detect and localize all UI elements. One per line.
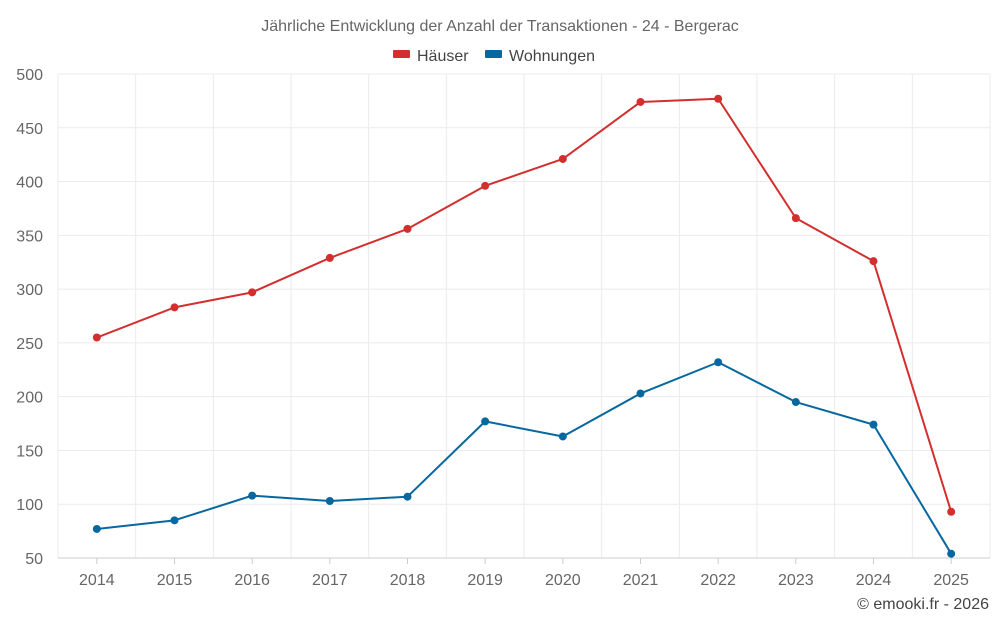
- series-layer: [92, 94, 956, 558]
- data-point[interactable]: [558, 154, 567, 163]
- chart-title: Jährliche Entwicklung der Anzahl der Tra…: [261, 18, 739, 35]
- data-point[interactable]: [869, 257, 878, 266]
- x-tick-label: 2020: [545, 572, 581, 589]
- y-tick-label: 150: [16, 443, 43, 460]
- data-point[interactable]: [714, 94, 723, 103]
- data-point[interactable]: [92, 524, 101, 533]
- series-line: [96, 97, 953, 513]
- data-point[interactable]: [714, 358, 723, 367]
- data-point[interactable]: [403, 224, 412, 233]
- x-tick-label: 2023: [778, 572, 814, 589]
- legend-label-haeuser: Häuser: [417, 48, 469, 65]
- legend-item-wohnungen[interactable]: Wohnungen: [485, 48, 595, 65]
- y-tick-label: 400: [16, 175, 43, 192]
- legend-swatch-wohnungen: [485, 50, 502, 58]
- x-axis: 2014 2015 2016 2017 2018 2019 2020 2021 2022 2023…: [58, 557, 990, 589]
- data-point[interactable]: [248, 491, 257, 500]
- y-tick-label: 50: [25, 551, 43, 568]
- data-point[interactable]: [791, 398, 800, 407]
- data-point[interactable]: [636, 97, 645, 106]
- x-tick-label: 2017: [312, 572, 348, 589]
- series-line: [96, 361, 953, 555]
- y-tick-label: 350: [16, 228, 43, 245]
- data-point[interactable]: [248, 288, 257, 297]
- data-point[interactable]: [325, 253, 334, 262]
- x-tick-label: 2024: [856, 572, 892, 589]
- legend: Häuser Wohnungen: [393, 48, 595, 65]
- data-point[interactable]: [947, 507, 956, 516]
- data-point[interactable]: [869, 420, 878, 429]
- legend-item-haeuser[interactable]: Häuser: [393, 48, 469, 65]
- series-wohnungen: [92, 358, 956, 558]
- y-tick-label: 100: [16, 497, 43, 514]
- data-point[interactable]: [170, 516, 179, 525]
- data-point[interactable]: [791, 214, 800, 223]
- credit-text: © emooki.fr - 2026: [857, 596, 989, 613]
- x-tick-label: 2018: [390, 572, 426, 589]
- data-point[interactable]: [481, 417, 490, 426]
- data-point[interactable]: [92, 333, 101, 342]
- x-tick-label: 2022: [700, 572, 736, 589]
- legend-swatch-haeuser: [393, 50, 410, 58]
- y-tick-label: 500: [16, 67, 43, 84]
- y-tick-label: 300: [16, 282, 43, 299]
- data-point[interactable]: [403, 492, 412, 501]
- x-tick-label: 2015: [157, 572, 193, 589]
- grid: [57, 73, 991, 558]
- legend-label-wohnungen: Wohnungen: [509, 48, 595, 65]
- y-tick-label: 450: [16, 121, 43, 138]
- series-haeuser: [92, 94, 956, 516]
- y-tick-label: 250: [16, 336, 43, 353]
- data-point[interactable]: [481, 181, 490, 190]
- y-tick-label: 200: [16, 390, 43, 407]
- data-point[interactable]: [947, 549, 956, 558]
- data-point[interactable]: [170, 303, 179, 312]
- y-axis: 50 100 150 200 250 300 350 400 450 500: [16, 67, 43, 568]
- data-point[interactable]: [325, 496, 334, 505]
- data-point[interactable]: [558, 432, 567, 441]
- x-tick-label: 2021: [623, 572, 659, 589]
- x-tick-label: 2014: [79, 572, 115, 589]
- data-point[interactable]: [636, 389, 645, 398]
- x-tick-label: 2016: [234, 572, 270, 589]
- x-tick-label: 2019: [467, 572, 503, 589]
- x-tick-label: 2025: [933, 572, 969, 589]
